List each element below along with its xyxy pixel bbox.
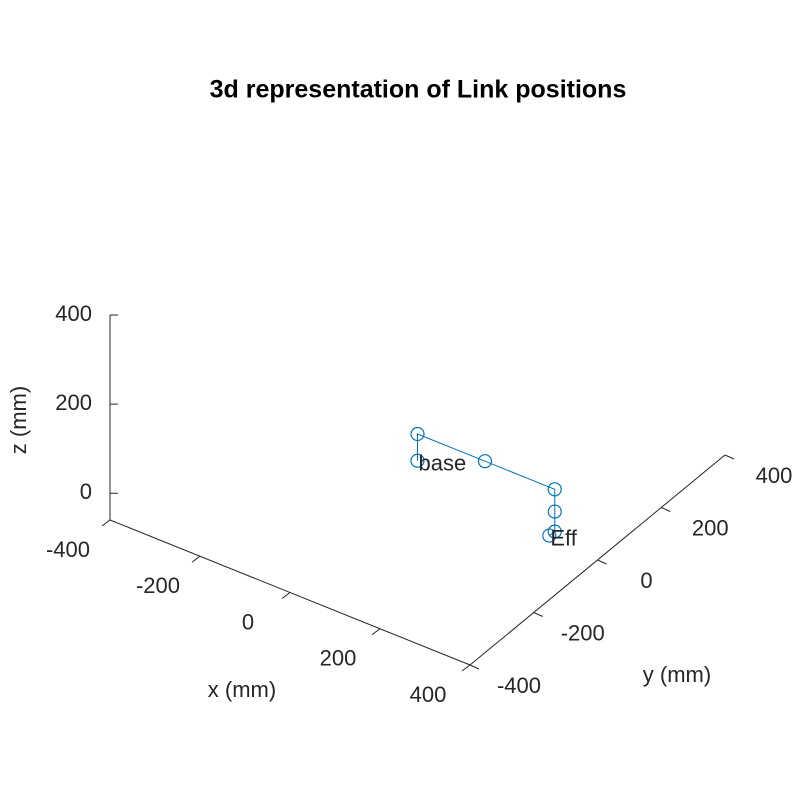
y-axis-label: y (mm) [643, 662, 711, 687]
joint-marker [477, 454, 493, 469]
x-tick-label: 200 [320, 646, 357, 671]
y-tick-label: 200 [692, 515, 729, 540]
y-tick [724, 454, 735, 460]
x-tick-label: 0 [242, 609, 254, 634]
x-tick-label: -200 [136, 573, 180, 598]
y-tick-label: -200 [561, 620, 605, 645]
y-tick [469, 664, 480, 670]
joint-marker [410, 426, 425, 442]
x-tick-label: 400 [410, 682, 447, 707]
joint-marker [410, 453, 425, 468]
y-tick [597, 559, 607, 565]
annotation: base [419, 451, 467, 476]
y-tick-label: 400 [756, 463, 793, 488]
y-tick [661, 507, 671, 512]
y-tick [533, 612, 543, 617]
x-axis-label: x (mm) [208, 677, 276, 702]
y-tick-label: 0 [640, 568, 652, 593]
z-tick-label: 0 [80, 479, 92, 504]
joint-marker [542, 528, 557, 543]
x-tick [101, 519, 111, 527]
chart-title: 3d representation of Link positions [210, 76, 627, 104]
x-tick [191, 555, 201, 563]
y-tick-label: -400 [497, 673, 541, 698]
x-tick [281, 592, 291, 599]
annotation: Eff [550, 525, 577, 550]
z-tick-label: 400 [55, 301, 92, 326]
z-tick-label: 200 [55, 390, 92, 415]
joint-marker [547, 482, 562, 497]
x-tick [371, 628, 381, 636]
joint-marker [547, 504, 562, 519]
x-tick-label: -400 [46, 537, 90, 562]
z-axis-label: z (mm) [6, 386, 31, 454]
x-tick [461, 664, 471, 672]
